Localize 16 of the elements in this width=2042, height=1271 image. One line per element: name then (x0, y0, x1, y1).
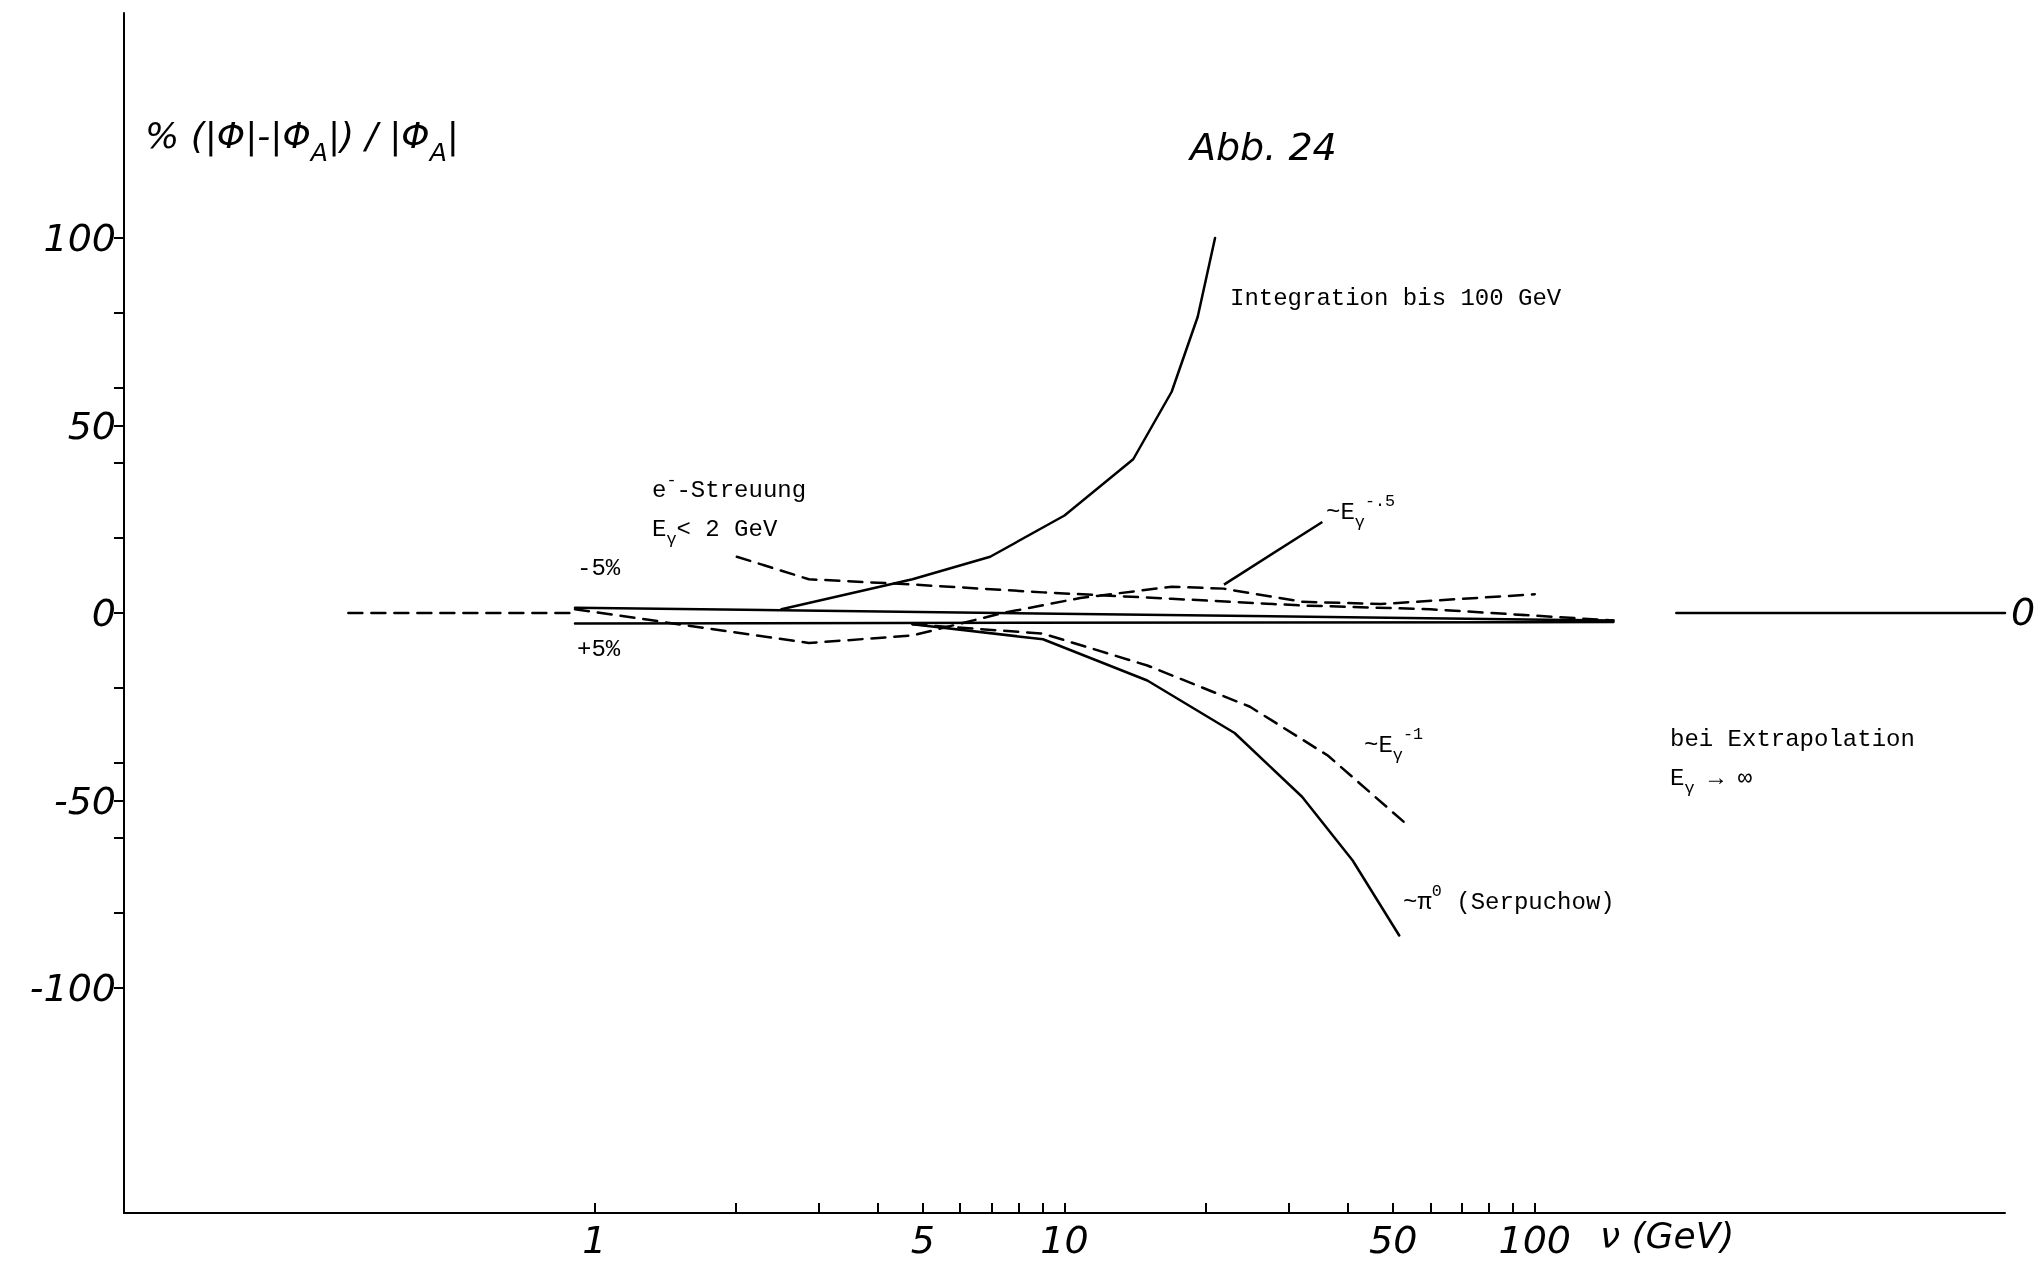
x-axis-title: ν (GeV) (1600, 1215, 1735, 1257)
x-tick-label: 5 (910, 1218, 936, 1262)
y-tick-label: 50 (67, 403, 116, 448)
x-tick-label: 10 (1040, 1218, 1089, 1262)
x-tick-label: 1 (582, 1218, 607, 1262)
annotation: Integration bis 100 GeV (1230, 284, 1562, 312)
y-tick-label: -100 (29, 966, 116, 1010)
text: Abb. 24 (1187, 125, 1337, 169)
y-tick-label: -50 (53, 778, 116, 823)
y-tick-label: 100 (43, 216, 116, 260)
x-tick-label: 50 (1369, 1218, 1418, 1262)
annotation: -5% (577, 554, 621, 582)
x-tick-label: 100 (1498, 1218, 1572, 1262)
annotation: +5% (577, 635, 621, 663)
text: 0 (2011, 590, 2036, 634)
y-tick-label: 0 (91, 591, 116, 635)
